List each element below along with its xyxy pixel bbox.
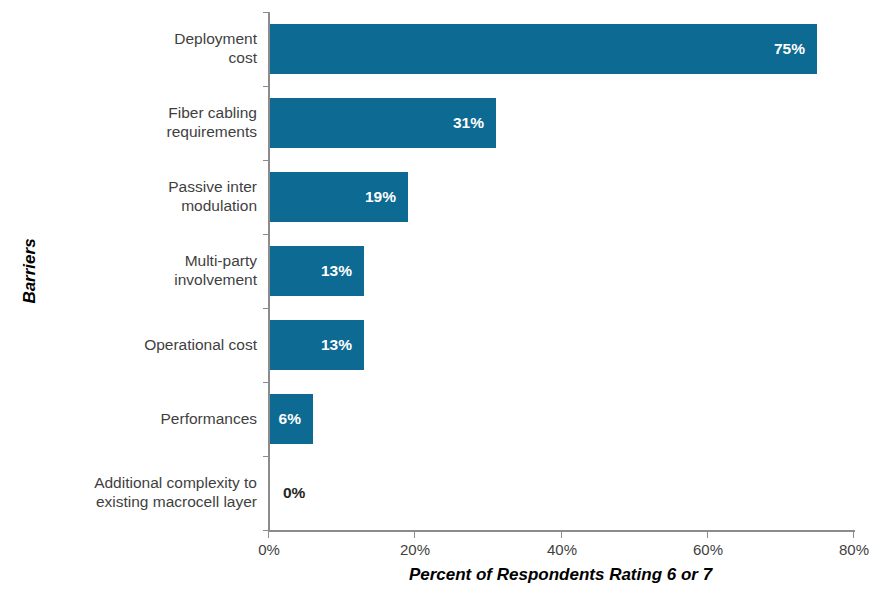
bar: 13% xyxy=(269,320,364,370)
x-axis-tick xyxy=(414,532,415,538)
bar: 31% xyxy=(269,98,496,148)
category-label: Multi-party involvement xyxy=(0,234,257,308)
x-axis-title: Percent of Respondents Rating 6 or 7 xyxy=(268,565,853,585)
bar: 6% xyxy=(269,394,313,444)
category-label: Operational cost xyxy=(0,308,257,382)
x-tick-label: 40% xyxy=(547,541,577,558)
x-tick-label: 20% xyxy=(400,541,430,558)
value-label: 75% xyxy=(774,40,817,58)
y-axis-line xyxy=(268,12,270,530)
value-label: 31% xyxy=(453,114,496,132)
value-label: 13% xyxy=(321,262,364,280)
value-label: 6% xyxy=(279,410,313,428)
horizontal-bar-chart: Barriers Percent of Respondents Rating 6… xyxy=(0,0,882,596)
value-label: 0% xyxy=(283,456,305,530)
x-tick-label: 60% xyxy=(693,541,723,558)
x-tick-label: 0% xyxy=(258,541,280,558)
category-label: Passive inter modulation xyxy=(0,160,257,234)
category-label: Additional complexity to existing macroc… xyxy=(0,456,257,530)
value-label: 19% xyxy=(365,188,408,206)
x-axis-tick xyxy=(268,532,269,538)
x-axis-tick xyxy=(853,532,854,538)
category-label: Fiber cabling requirements xyxy=(0,86,257,160)
x-tick-label: 80% xyxy=(839,541,869,558)
bar: 19% xyxy=(269,172,408,222)
category-label: Performances xyxy=(0,382,257,456)
x-axis-tick xyxy=(561,532,562,538)
bar: 13% xyxy=(269,246,364,296)
x-axis-tick xyxy=(707,532,708,538)
bar: 75% xyxy=(269,24,817,74)
value-label: 13% xyxy=(321,336,364,354)
category-label: Deployment cost xyxy=(0,12,257,86)
